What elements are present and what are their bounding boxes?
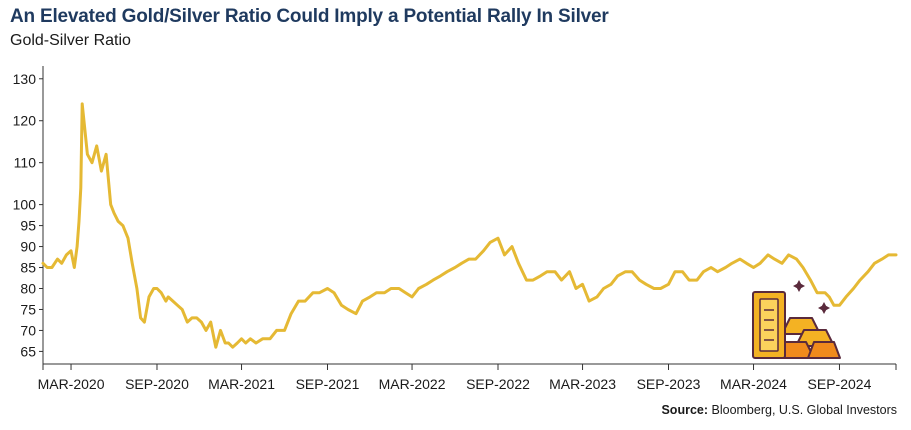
y-tick-label: 90 xyxy=(20,239,36,255)
y-tick-label: 120 xyxy=(13,113,37,129)
gold-bars-icon xyxy=(752,280,841,359)
y-tick-label: 65 xyxy=(20,343,36,359)
chart-title: An Elevated Gold/Silver Ratio Could Impl… xyxy=(10,6,609,27)
source-note: Source: Bloomberg, U.S. Global Investors xyxy=(661,403,897,417)
x-tick-label: SEP-2024 xyxy=(808,376,872,392)
y-tick-label: 70 xyxy=(20,322,36,338)
x-tick-label: SEP-2022 xyxy=(466,376,530,392)
y-tick-label: 130 xyxy=(13,71,37,87)
sparkle-icon xyxy=(818,302,830,314)
x-tick-label: MAR-2020 xyxy=(38,376,105,392)
source-label: Source: xyxy=(661,403,709,417)
x-tick-label: MAR-2023 xyxy=(549,376,616,392)
x-tick-label: MAR-2024 xyxy=(720,376,787,392)
series-group xyxy=(41,102,898,349)
x-tick-label: SEP-2020 xyxy=(125,376,189,392)
y-tick-label: 80 xyxy=(20,281,36,297)
y-tick-label: 85 xyxy=(20,260,36,276)
y-tick-label: 75 xyxy=(20,301,36,317)
x-tick-label: SEP-2023 xyxy=(637,376,701,392)
x-tick-label: SEP-2021 xyxy=(296,376,360,392)
y-tick-label: 95 xyxy=(20,218,36,234)
y-tick-label: 110 xyxy=(14,155,37,171)
source-text: Bloomberg, U.S. Global Investors xyxy=(711,403,898,417)
x-axis: MAR-2020 SEP-2020 MAR-2021 SEP-2021 MAR-2022… xyxy=(38,363,897,392)
series-line-gold-silver-ratio xyxy=(41,102,898,349)
chart-subtitle: Gold-Silver Ratio xyxy=(10,32,131,49)
x-tick-label: MAR-2021 xyxy=(208,376,275,392)
x-tick-label: MAR-2022 xyxy=(379,376,446,392)
y-tick-label: 100 xyxy=(13,197,37,213)
sparkle-icon xyxy=(793,280,805,292)
y-axis: 65 70 75 80 85 90 95 100 110 120 130 xyxy=(13,66,44,364)
tall-gold-bar-inset xyxy=(759,298,779,352)
small-gold-bar xyxy=(807,341,841,359)
